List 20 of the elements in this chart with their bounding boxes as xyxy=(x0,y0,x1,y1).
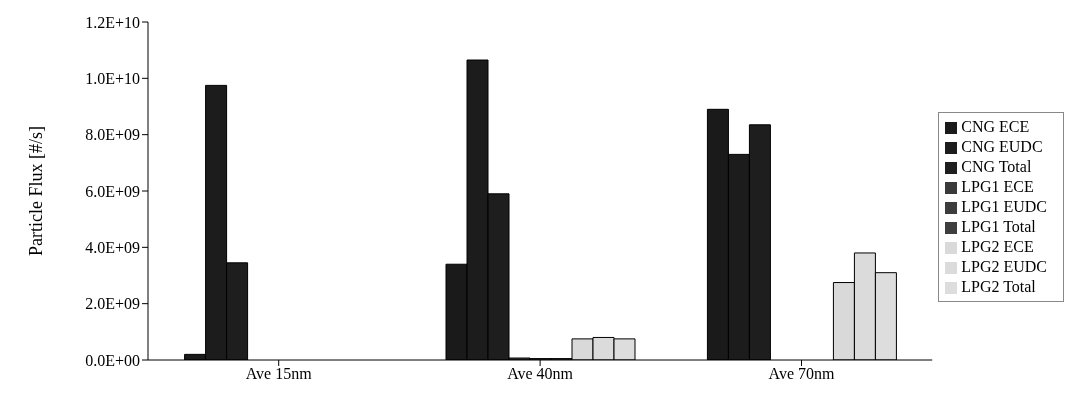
x-tick-label: Ave 40nm xyxy=(507,365,574,383)
y-tick-label: 8.0E+09 xyxy=(85,126,140,144)
legend-label: LPG2 EUDC xyxy=(961,258,1047,275)
legend-label: CNG ECE xyxy=(961,118,1030,135)
y-tick-label: 6.0E+09 xyxy=(85,182,140,200)
legend-label: LPG1 ECE xyxy=(961,178,1034,195)
legend-label: LPG1 EUDC xyxy=(961,198,1047,215)
y-tick-label: 4.0E+09 xyxy=(85,239,140,257)
y-tick-label: 2.0E+09 xyxy=(85,295,140,313)
legend-label: LPG2 ECE xyxy=(961,238,1034,255)
y-axis-title: Particle Flux [#/s] xyxy=(26,126,47,256)
legend-label: CNG Total xyxy=(961,158,1032,175)
x-tick-label: Ave 70nm xyxy=(768,365,836,383)
y-tick-label: 0.0E+00 xyxy=(85,351,140,369)
y-tick-label: 1.0E+10 xyxy=(85,70,140,88)
legend-label: LPG2 Total xyxy=(961,278,1036,295)
x-tick-label: Ave 15nm xyxy=(245,365,313,383)
legend-label: CNG EUDC xyxy=(961,138,1043,155)
y-tick-label: 1.2E+10 xyxy=(85,13,140,31)
legend-label: LPG1 Total xyxy=(961,218,1036,235)
